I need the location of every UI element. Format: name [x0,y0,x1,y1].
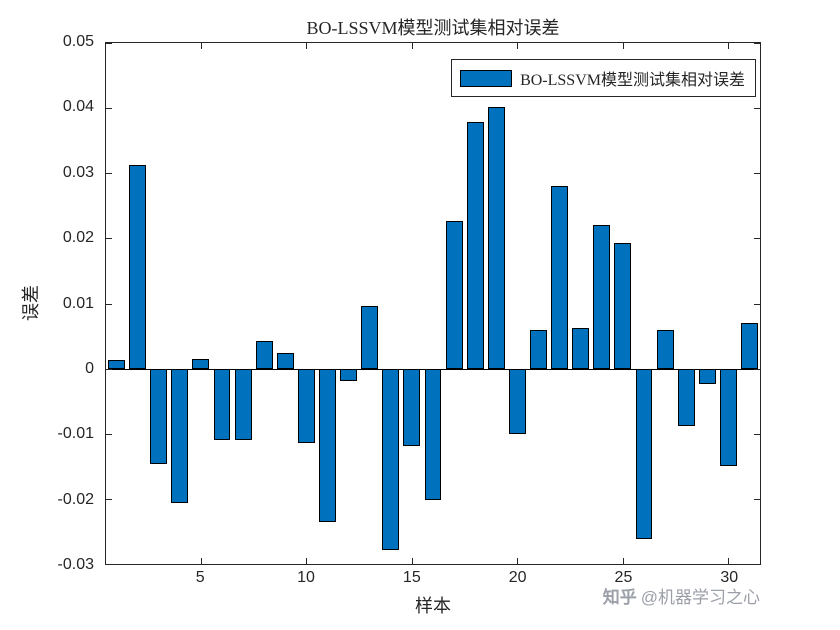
y-tick-mark [106,43,112,44]
bar [213,368,231,440]
y-tick-label: 0 [85,359,94,377]
y-tick-mark [106,498,112,500]
legend-label: BO-LSSVM模型测试集相对误差 [520,72,745,89]
bar [530,329,547,369]
bar [382,368,400,551]
y-tick-mark [754,238,760,240]
y-tick-label: 0.04 [62,98,94,116]
y-tick-mark [754,108,760,110]
x-tick-label: 30 [720,569,739,586]
bar [635,368,653,540]
x-axis-label: 样本 [415,596,451,616]
watermark-handle: @机器学习之心 [640,588,760,607]
bar [445,220,463,369]
bar [677,368,695,426]
bar [297,368,315,443]
x-tick-labels: 5 10 15 20 25 30 [105,569,761,589]
bar [741,323,758,369]
x-tick-label: 25 [614,569,633,586]
bar [340,368,358,381]
x-tick-mark [622,43,624,49]
bar [508,368,526,434]
bar [572,327,590,369]
x-tick-mark [200,43,202,49]
y-tick-mark [754,43,760,44]
bar [403,368,421,447]
bar [319,368,336,522]
plot-area: BO-LSSVM模型测试集相对误差 [105,42,761,565]
watermark: 知乎 @机器学习之心 [603,583,760,608]
bar [361,306,379,369]
y-tick-label: -0.01 [57,425,94,443]
y-tick-mark [106,303,112,305]
zero-baseline [106,368,760,370]
x-tick-mark [411,558,413,564]
x-tick-label: 20 [508,569,527,586]
chart-title: BO-LSSVM模型测试集相对误差 [306,18,560,38]
y-tick-mark [754,564,760,565]
x-tick-mark [200,558,202,564]
y-tick-mark [106,564,112,565]
bar [424,368,442,500]
x-tick-mark [411,43,413,49]
x-tick-label: 5 [195,569,205,586]
bar [551,185,569,369]
bar [150,368,168,464]
y-tick-mark [754,368,760,370]
bar [255,341,273,369]
y-tick-mark [754,173,760,175]
bar [108,360,125,369]
bar [487,107,505,369]
y-tick-label: 0.03 [62,163,94,181]
y-tick-labels: -0.03 -0.02 -0.01 0 0.01 0.02 0.03 0.04 0.05 [40,33,100,573]
y-tick-label: 0.02 [62,229,94,247]
y-tick-mark [754,303,760,305]
y-tick-mark [106,173,112,175]
bar [719,368,737,466]
x-tick-mark [306,43,308,49]
bar [234,368,252,440]
bar [698,368,716,385]
y-tick-mark [754,433,760,435]
y-tick-label: -0.03 [57,556,94,573]
bar [171,368,189,503]
x-tick-label: 15 [402,569,421,586]
y-tick-mark [106,433,112,435]
x-tick-label: 10 [297,569,315,586]
y-tick-mark [754,498,760,500]
x-tick-mark [728,558,730,564]
bar [192,358,210,369]
y-tick-mark [106,368,112,370]
y-tick-label: 0.01 [62,294,94,312]
bar [656,329,674,369]
watermark-brand: 知乎 [602,588,637,607]
x-tick-mark [728,43,730,49]
bar [466,122,484,369]
legend-bar-swatch-icon [460,69,513,87]
legend: BO-LSSVM模型测试集相对误差 [451,59,756,97]
bar [276,352,294,369]
y-tick-label: 0.05 [62,33,94,50]
bar [614,242,632,369]
x-tick-mark [622,558,624,564]
bar [129,164,147,369]
x-tick-mark [306,558,308,564]
bar [593,225,611,369]
y-tick-mark [106,238,112,240]
x-tick-mark [517,558,519,564]
y-tick-label: -0.02 [57,490,94,508]
y-tick-mark [106,108,112,110]
x-tick-mark [517,43,519,49]
